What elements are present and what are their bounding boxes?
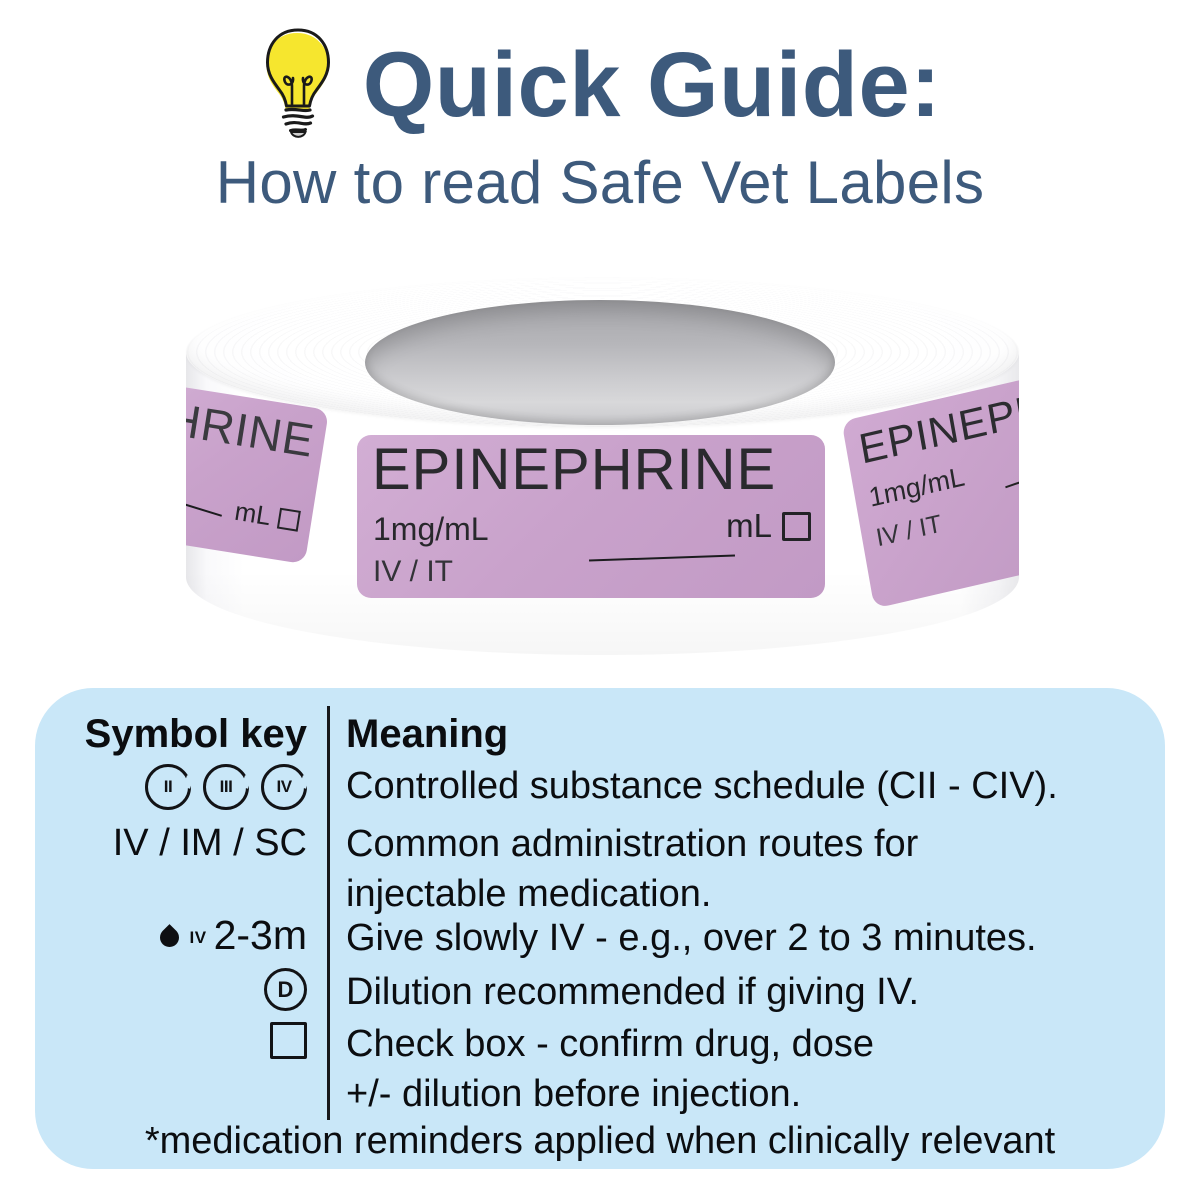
lightbulb-icon xyxy=(265,28,330,138)
meaning-line: injectable medication. xyxy=(346,873,712,916)
concentration: 1mg/mL xyxy=(373,511,489,547)
circle-notch xyxy=(299,775,310,789)
meaning-text: Check box - confirm drug, dose +/- dilut… xyxy=(346,1022,874,1116)
meaning-line: Dilution recommended if giving IV. xyxy=(346,971,920,1013)
administration-routes: IV / IT xyxy=(373,555,454,588)
meaning-line: Controlled substance schedule (CII - CIV… xyxy=(346,765,1058,807)
checkbox-icon xyxy=(276,507,301,532)
route-abbreviations: IV / IM / SC xyxy=(112,822,307,864)
dilution-icon: D xyxy=(264,968,307,1011)
header: Quick Guide: How to read Safe Vet Labels xyxy=(0,0,1200,216)
slow-iv-symbol: IV 2-3m xyxy=(35,912,307,959)
write-in-line xyxy=(1005,460,1019,488)
schedule-symbols: II III IV xyxy=(35,764,310,810)
write-in-line xyxy=(186,488,222,517)
meaning-line: Give slowly IV - e.g., over 2 to 3 minut… xyxy=(346,917,1037,959)
write-in-line xyxy=(589,554,735,562)
schedule-iv-icon: IV xyxy=(261,764,310,810)
drop-icon xyxy=(155,924,183,951)
schedule-iii-label: III xyxy=(219,777,233,796)
volume-row: mL xyxy=(726,507,811,545)
meaning-text: Controlled substance schedule (CII - CIV… xyxy=(346,764,1058,808)
dilution-letter: D xyxy=(277,976,294,1002)
drug-name: EPINEPHRINE xyxy=(372,437,777,502)
checkbox-symbol xyxy=(35,1022,307,1059)
iv-abbreviation: IV xyxy=(189,928,207,947)
meaning-text: Dilution recommended if giving IV. xyxy=(346,970,919,1014)
meaning-text: Common administration routes for injecta… xyxy=(346,822,918,916)
schedule-circle-group: II III IV xyxy=(145,764,310,810)
volume-row: mL xyxy=(186,480,302,536)
meaning-text: Give slowly IV - e.g., over 2 to 3 minut… xyxy=(346,916,1037,960)
meaning-line: +/- dilution before injection. xyxy=(346,1073,802,1116)
page-subtitle: How to read Safe Vet Labels xyxy=(215,149,985,216)
volume-unit: mL xyxy=(726,507,772,544)
epinephrine-label-left-partial: PHRINE mL xyxy=(186,379,330,565)
roll-core-hole xyxy=(365,300,835,425)
title-row: Quick Guide: xyxy=(0,26,1200,144)
circle-notch xyxy=(183,775,194,789)
meaning-line: Common administration routes for xyxy=(346,823,919,865)
column-header-symbol: Symbol key xyxy=(84,712,307,756)
administration-routes: IV / IT xyxy=(873,509,944,553)
label-roll-photo: PHRINE mL EPINEPHRINE 1mg/mL IV / IT mL xyxy=(186,277,1019,657)
dilution-symbol: D xyxy=(35,968,307,1011)
schedule-ii-icon: II xyxy=(145,764,194,810)
meaning-line: Check box - confirm drug, dose xyxy=(346,1023,875,1065)
volume-unit: mL xyxy=(232,495,274,532)
column-header-meaning: Meaning xyxy=(346,712,509,756)
column-divider xyxy=(327,706,330,1120)
circle-notch xyxy=(241,775,252,789)
infusion-time: 2-3m xyxy=(213,912,307,958)
checkbox-icon xyxy=(270,1022,307,1059)
checkbox-icon xyxy=(782,511,811,541)
symbol-key-panel: Symbol key Meaning II III IV Controlled … xyxy=(35,688,1165,1169)
footnote: *medication reminders applied when clini… xyxy=(144,1120,1056,1162)
slow-iv-group: IV 2-3m xyxy=(155,912,307,959)
schedule-ii-label: II xyxy=(163,777,173,796)
page-title: Quick Guide: xyxy=(362,33,942,136)
epinephrine-label-center: EPINEPHRINE 1mg/mL IV / IT mL xyxy=(357,435,825,598)
schedule-iii-icon: III xyxy=(203,764,252,810)
schedule-iv-label: IV xyxy=(276,777,292,796)
